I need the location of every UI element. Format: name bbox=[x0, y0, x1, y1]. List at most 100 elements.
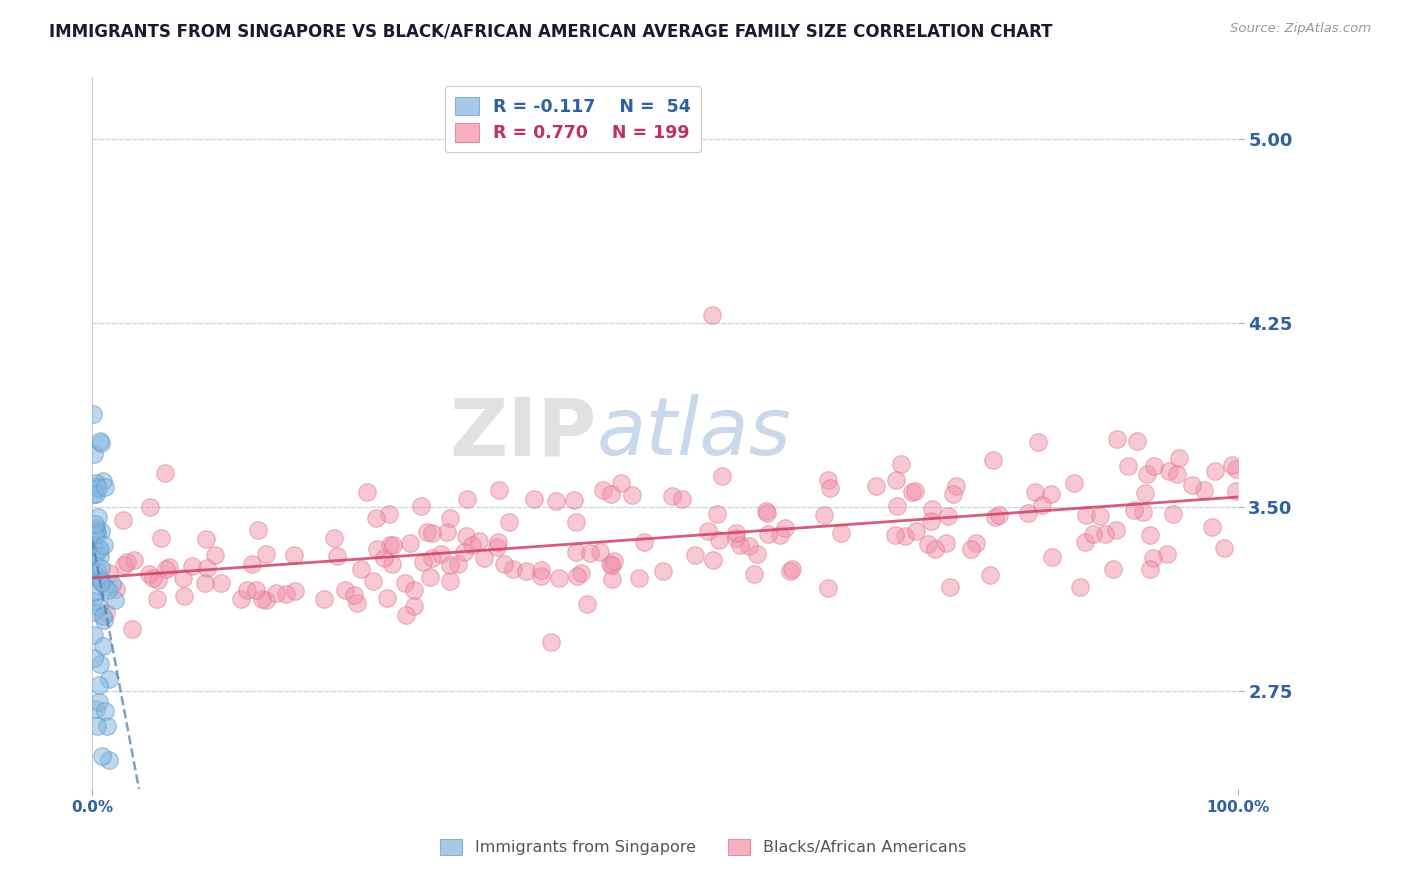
Point bbox=[453, 545, 475, 559]
Point bbox=[83, 650, 105, 665]
Point bbox=[724, 531, 747, 545]
Point bbox=[1132, 505, 1154, 519]
Point bbox=[98, 753, 121, 767]
Point bbox=[83, 517, 105, 532]
Point bbox=[87, 542, 110, 557]
Point bbox=[240, 557, 263, 571]
Point bbox=[696, 524, 718, 538]
Point bbox=[960, 542, 983, 557]
Point bbox=[530, 569, 553, 583]
Point bbox=[700, 309, 723, 323]
Point bbox=[412, 555, 434, 569]
Point bbox=[83, 447, 105, 461]
Point bbox=[86, 479, 108, 493]
Point bbox=[565, 515, 588, 529]
Point bbox=[84, 701, 107, 715]
Point bbox=[924, 542, 946, 557]
Point bbox=[565, 545, 588, 559]
Point bbox=[738, 540, 761, 554]
Point bbox=[93, 480, 115, 494]
Point bbox=[84, 475, 107, 490]
Point bbox=[82, 593, 104, 607]
Point bbox=[1192, 483, 1215, 497]
Point bbox=[96, 719, 118, 733]
Point bbox=[89, 541, 111, 556]
Point bbox=[1213, 541, 1236, 555]
Point bbox=[1204, 464, 1226, 478]
Point bbox=[84, 523, 107, 537]
Point bbox=[939, 580, 962, 594]
Point bbox=[756, 506, 779, 520]
Point bbox=[404, 583, 426, 598]
Point bbox=[1133, 486, 1156, 500]
Point bbox=[381, 558, 404, 572]
Point bbox=[905, 524, 928, 538]
Point bbox=[94, 704, 117, 718]
Point bbox=[1143, 458, 1166, 473]
Point bbox=[454, 529, 477, 543]
Point bbox=[172, 571, 194, 585]
Point bbox=[209, 575, 232, 590]
Point bbox=[419, 570, 441, 584]
Point bbox=[890, 457, 912, 471]
Point bbox=[592, 483, 614, 498]
Point bbox=[90, 524, 112, 538]
Legend: Immigrants from Singapore, Blacks/African Americans: Immigrants from Singapore, Blacks/Africa… bbox=[433, 833, 973, 862]
Point bbox=[93, 613, 115, 627]
Point bbox=[83, 549, 105, 564]
Point bbox=[112, 558, 135, 572]
Point bbox=[335, 582, 357, 597]
Point bbox=[82, 407, 104, 421]
Point bbox=[346, 596, 368, 610]
Point bbox=[378, 508, 401, 522]
Point bbox=[91, 639, 114, 653]
Text: atlas: atlas bbox=[596, 394, 792, 472]
Point bbox=[322, 531, 344, 545]
Point bbox=[884, 528, 907, 542]
Point bbox=[589, 545, 612, 559]
Point bbox=[747, 547, 769, 561]
Point bbox=[817, 581, 839, 595]
Point bbox=[492, 558, 515, 572]
Point bbox=[1081, 527, 1104, 541]
Point bbox=[93, 538, 115, 552]
Point bbox=[1142, 550, 1164, 565]
Point bbox=[780, 562, 803, 576]
Point bbox=[486, 535, 509, 549]
Point bbox=[1201, 520, 1223, 534]
Point bbox=[1166, 467, 1188, 482]
Point bbox=[89, 573, 111, 587]
Point bbox=[711, 468, 734, 483]
Point bbox=[264, 586, 287, 600]
Point bbox=[373, 550, 395, 565]
Point bbox=[515, 565, 537, 579]
Point bbox=[91, 475, 114, 489]
Point bbox=[830, 526, 852, 541]
Point bbox=[84, 528, 107, 542]
Point bbox=[702, 553, 724, 567]
Point bbox=[250, 592, 273, 607]
Point bbox=[1069, 580, 1091, 594]
Point bbox=[235, 582, 257, 597]
Point bbox=[865, 479, 887, 493]
Legend: R = -0.117    N =  54, R = 0.770    N = 199: R = -0.117 N = 54, R = 0.770 N = 199 bbox=[444, 87, 702, 153]
Point bbox=[1105, 523, 1128, 537]
Point bbox=[115, 555, 138, 569]
Point bbox=[416, 524, 439, 539]
Point bbox=[472, 551, 495, 566]
Point bbox=[1116, 458, 1139, 473]
Point bbox=[544, 494, 567, 508]
Point bbox=[364, 511, 387, 525]
Point bbox=[1017, 506, 1039, 520]
Point bbox=[121, 622, 143, 636]
Point bbox=[105, 582, 128, 597]
Point bbox=[394, 608, 416, 623]
Point bbox=[97, 583, 120, 598]
Point bbox=[204, 548, 226, 562]
Point bbox=[84, 521, 107, 535]
Point bbox=[420, 550, 443, 565]
Point bbox=[195, 561, 218, 575]
Point bbox=[1026, 435, 1049, 450]
Point bbox=[274, 587, 297, 601]
Point bbox=[530, 563, 553, 577]
